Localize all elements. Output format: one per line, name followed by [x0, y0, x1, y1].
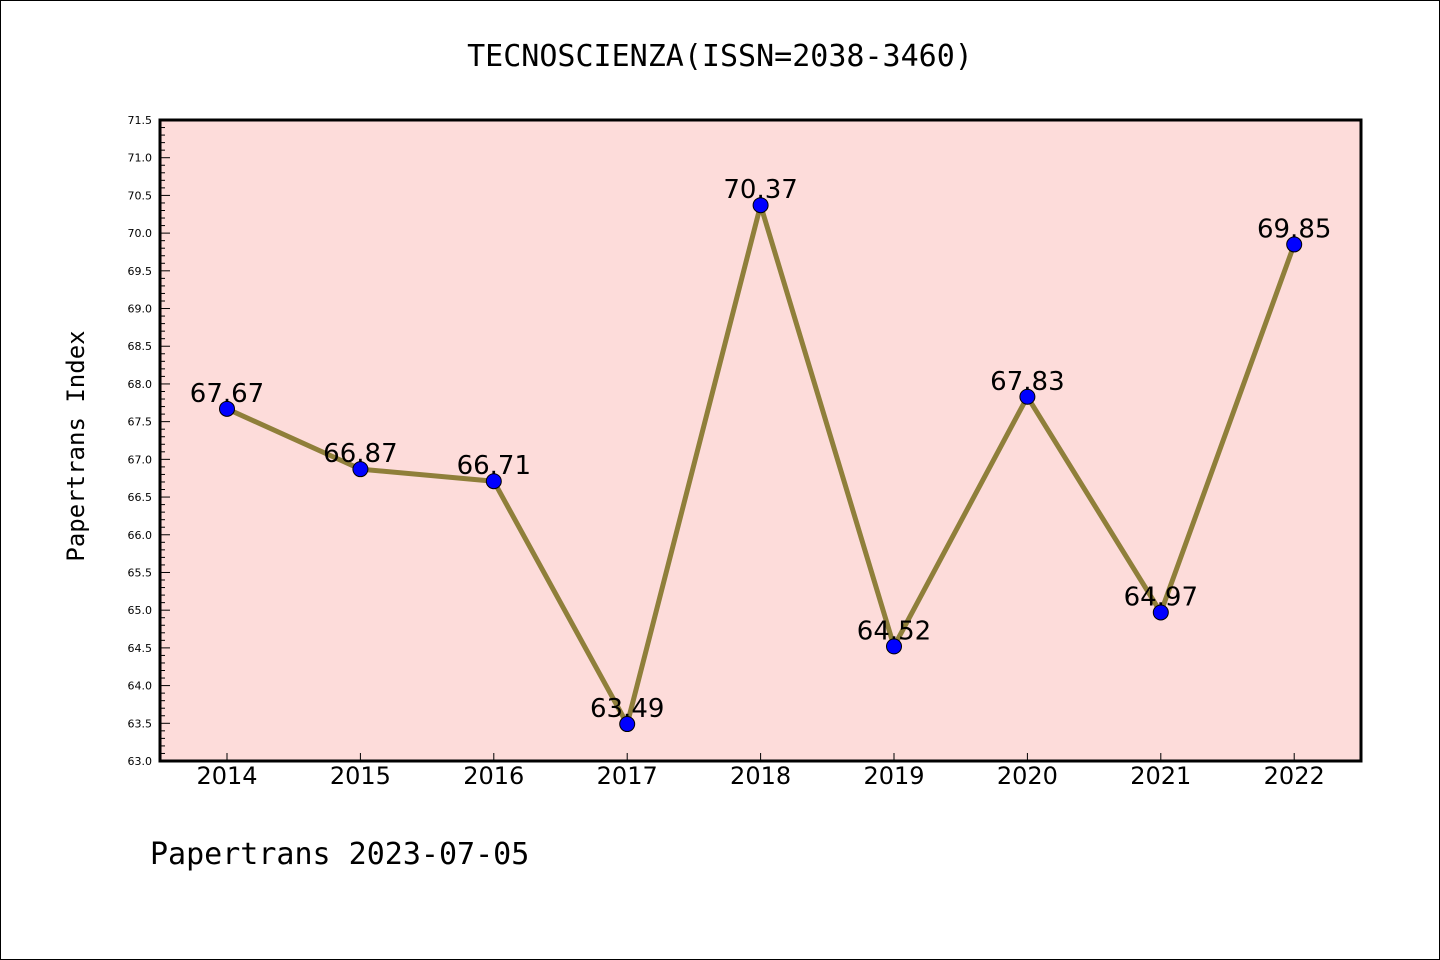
x-tick-label: 2015 [330, 762, 391, 790]
x-tick-label: 2016 [463, 762, 524, 790]
y-tick-label: 66.5 [128, 491, 153, 504]
y-tick-label: 64.5 [128, 642, 153, 655]
y-tick-label: 71.0 [128, 152, 153, 165]
y-tick-label: 65.0 [128, 604, 153, 617]
y-tick-label: 68.0 [128, 378, 153, 391]
data-point [752, 197, 769, 214]
data-point [352, 461, 369, 478]
data-point [219, 400, 235, 417]
y-tick-label: 65.5 [128, 566, 153, 579]
y-tick-label: 63.0 [128, 755, 153, 768]
y-tick-label: 63.5 [128, 717, 153, 730]
x-tick-label: 2022 [1264, 762, 1325, 790]
y-tick-label: 64.0 [128, 680, 153, 693]
data-label: 64.97 [1124, 582, 1198, 612]
data-point [1152, 604, 1169, 621]
y-tick-label: 70.0 [128, 227, 153, 240]
data-label: 63.49 [590, 694, 664, 724]
y-axis-label: Papertrans Index [62, 330, 90, 561]
y-tick-label: 70.5 [128, 189, 153, 202]
x-tick-label: 2014 [196, 762, 257, 790]
y-tick-label: 66.0 [128, 529, 153, 542]
x-tick-label: 2017 [597, 762, 658, 790]
data-labels: 67.67 66.87 66.71 63.49 70.37 64.52 67.83 64.97… [190, 175, 1332, 724]
y-tick-label: 69.5 [128, 265, 153, 278]
plot-area [160, 120, 1361, 761]
y-tick-label: 69.0 [128, 303, 153, 316]
y-tick-label: 67.0 [128, 453, 153, 466]
y-axis-ticks: 63.0 63.5 64.0 64.5 65.0 65.5 66.0 66.5 67.0 67.5… [128, 114, 170, 768]
x-tick-label: 2019 [863, 762, 924, 790]
data-points [219, 197, 1303, 733]
data-label: 66.87 [323, 439, 397, 469]
footer-date: Papertrans 2023-07-05 [150, 837, 529, 872]
data-point [1019, 388, 1036, 405]
y-tick-label: 71.5 [128, 114, 153, 127]
chart-title: TECNOSCIENZA(ISSN=2038-3460) [467, 39, 973, 74]
data-label: 69.85 [1257, 214, 1331, 244]
data-point [886, 638, 902, 655]
y-tick-label: 67.5 [128, 416, 153, 429]
data-label: 66.71 [457, 451, 531, 481]
data-label: 67.67 [190, 379, 264, 409]
x-axis-ticks: 2014 2015 2016 2017 2018 2019 2020 2021 2022 [196, 753, 1325, 790]
plot-border [158, 118, 1363, 763]
data-label: 64.52 [857, 616, 931, 646]
data-point [619, 716, 636, 733]
x-tick-label: 2018 [730, 762, 791, 790]
data-point [1286, 236, 1303, 253]
data-label: 70.37 [723, 175, 797, 205]
data-label: 67.83 [990, 367, 1064, 397]
data-point [485, 473, 502, 490]
x-tick-label: 2021 [1130, 762, 1191, 790]
x-tick-label: 2020 [997, 762, 1058, 790]
y-tick-label: 68.5 [128, 340, 153, 353]
